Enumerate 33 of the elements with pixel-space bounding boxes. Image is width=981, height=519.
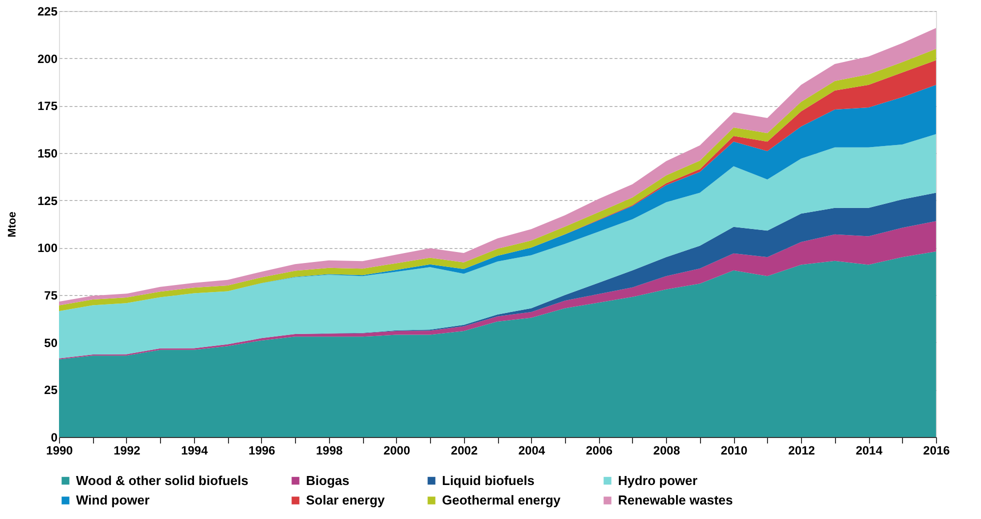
x-tick-label: 2008 <box>653 444 680 458</box>
legend-label: Biogas <box>306 472 350 488</box>
y-tick-label: 25 <box>44 383 58 398</box>
legend-label: Wood & other solid biofuels <box>76 472 248 488</box>
legend-label: Solar energy <box>306 492 386 508</box>
y-tick-label: 125 <box>37 194 58 208</box>
y-tick-label: 50 <box>44 336 58 350</box>
x-tick-label: 1998 <box>316 444 344 458</box>
legend-label: Renewable wastes <box>618 492 733 508</box>
legend-label: Liquid biofuels <box>442 472 534 488</box>
x-tick-label: 2004 <box>518 444 546 458</box>
legend-label: Hydro power <box>618 472 698 488</box>
x-tick-label: 2016 <box>923 444 950 458</box>
y-tick-label: 200 <box>37 52 58 66</box>
x-tick-label: 2006 <box>586 444 613 458</box>
y-tick-label: 175 <box>37 99 58 114</box>
x-tick-label: 1990 <box>46 444 74 458</box>
x-tick-label: 1994 <box>181 444 208 458</box>
x-tick-label: 1992 <box>114 444 141 458</box>
y-tick-label: 75 <box>44 288 58 302</box>
y-tick-label: 0 <box>50 430 58 444</box>
x-tick-label: 2000 <box>383 444 410 458</box>
x-tick-label: 2002 <box>450 444 478 458</box>
x-tick-label: 2010 <box>720 444 748 458</box>
x-tick-label: 2014 <box>856 444 883 458</box>
y-axis-title: Mtoe <box>6 212 18 238</box>
legend-label: Geothermal energy <box>442 492 562 508</box>
legend-label: Wind power <box>76 492 150 508</box>
x-tick-label: 1996 <box>248 444 276 458</box>
y-tick-label: 150 <box>37 146 58 160</box>
x-tick-label: 2012 <box>788 444 816 458</box>
y-tick-label: 100 <box>37 241 58 256</box>
y-tick-label: 225 <box>37 4 58 18</box>
